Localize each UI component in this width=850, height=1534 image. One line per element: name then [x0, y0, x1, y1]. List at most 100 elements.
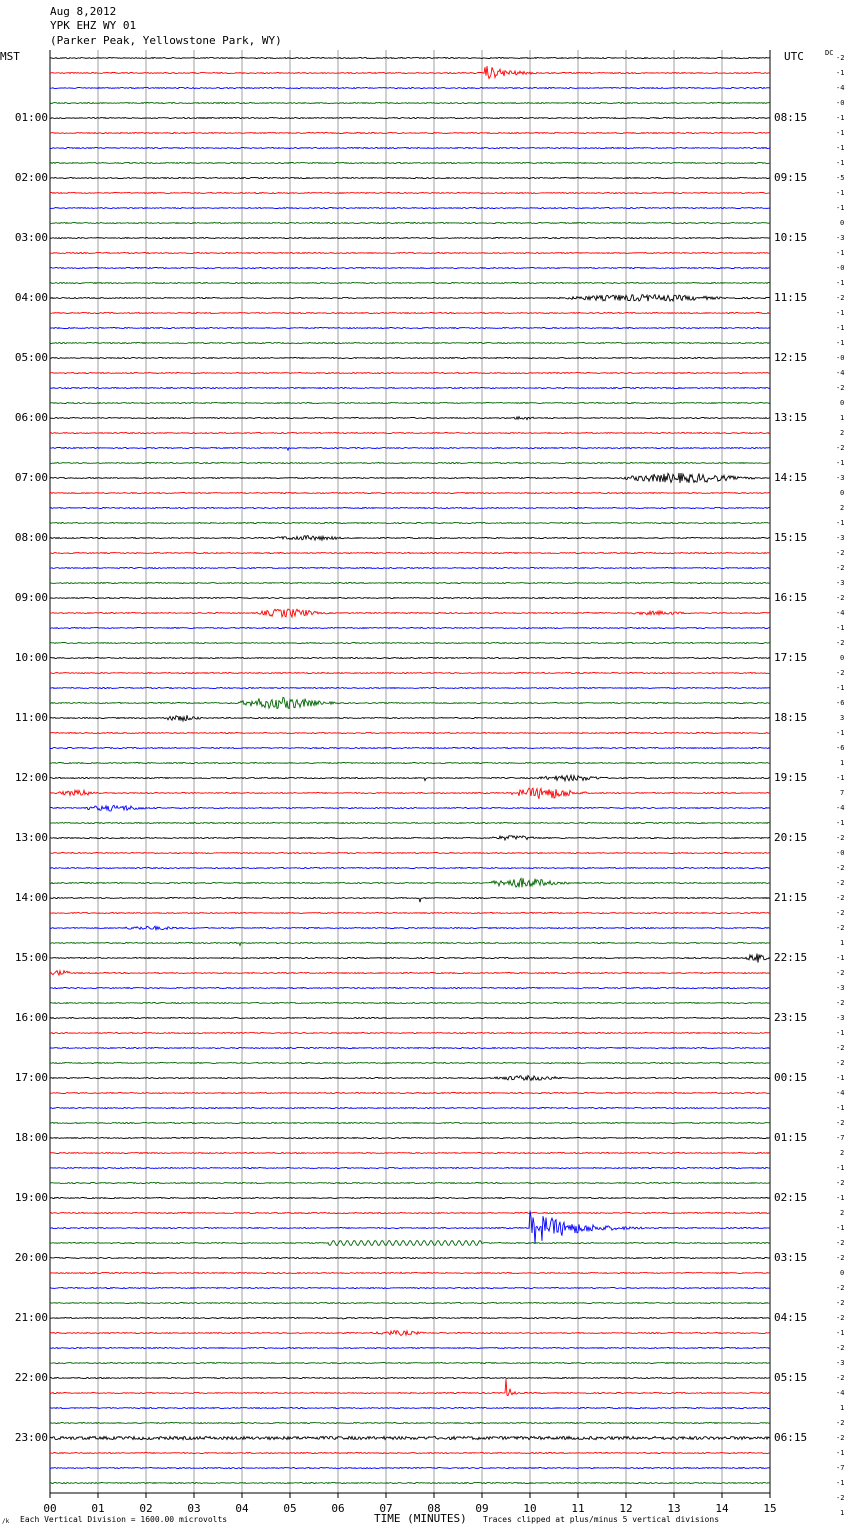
dc-offset-5: -1: [836, 129, 845, 137]
trace-69: [49, 1091, 771, 1095]
trace-67: [49, 1061, 771, 1065]
mst-label-1000: 10:00: [14, 651, 48, 664]
dc-offset-62: -3: [836, 984, 845, 992]
trace-57: [50, 911, 771, 915]
mst-label-1900: 19:00: [14, 1191, 48, 1204]
trace-25: [49, 431, 771, 435]
dc-offset-64: -3: [836, 1014, 845, 1022]
mst-label-1300: 13:00: [14, 831, 48, 844]
x-tick-label-09: 09: [475, 1502, 489, 1515]
utc-label-1515: 15:15: [774, 531, 808, 544]
dc-offset-31: -1: [836, 519, 845, 527]
utc-label-2315: 23:15: [774, 1011, 808, 1024]
trace-88: [50, 1376, 771, 1380]
trace-73: [49, 1151, 771, 1155]
dc-offset-34: -2: [836, 564, 845, 572]
dc-offset-38: -1: [836, 624, 845, 632]
trace-51: [50, 821, 771, 825]
trace-45: [49, 731, 771, 735]
dc-offset-59: 1: [840, 939, 845, 947]
trace-50: [49, 804, 771, 812]
dc-offset-78: -1: [836, 1224, 845, 1232]
trace-65: [49, 1031, 771, 1035]
dc-offset-89: -4: [836, 1389, 845, 1397]
trace-71: [49, 1121, 771, 1125]
trace-91: [49, 1421, 771, 1425]
dc-offset-49: 7: [840, 789, 845, 797]
dc-offset-74: -1: [836, 1164, 845, 1172]
trace-9: [49, 191, 771, 195]
trace-38: [49, 626, 771, 630]
trace-95: [49, 1481, 771, 1485]
mst-label-2300: 23:00: [14, 1431, 48, 1444]
mst-label-0800: 08:00: [14, 531, 48, 544]
dc-offset-53: -0: [836, 849, 845, 857]
dc-offset-35: -3: [836, 579, 845, 587]
trace-35: [49, 581, 771, 585]
trace-5: [49, 131, 771, 135]
mst-axis-title: MST: [0, 50, 20, 63]
dc-offset-48: -1: [836, 774, 845, 782]
utc-label-1715: 17:15: [774, 651, 808, 664]
x-tick-label-04: 04: [235, 1502, 249, 1515]
trace-7: [49, 161, 771, 165]
utc-label-1315: 13:15: [774, 411, 808, 424]
trace-52: [49, 834, 771, 842]
dc-offset-60: -1: [836, 954, 845, 962]
dc-offset-75: -2: [836, 1179, 845, 1187]
dc-offset-52: -2: [836, 834, 845, 842]
dc-offset-20: -0: [836, 354, 845, 362]
dc-offset-27: -1: [836, 459, 845, 467]
dc-offset-91: -2: [836, 1419, 845, 1427]
trace-0: [49, 56, 771, 60]
dc-offset-73: 2: [840, 1149, 845, 1157]
trace-74: [49, 1166, 771, 1170]
x-axis-title: TIME (MINUTES): [374, 1512, 467, 1525]
trace-3: [49, 101, 771, 105]
mst-label-1200: 12:00: [14, 771, 48, 784]
trace-94: [49, 1466, 770, 1470]
mst-label-2100: 21:00: [14, 1311, 48, 1324]
station-location: (Parker Peak, Yellowstone Park, WY): [50, 34, 282, 47]
trace-58: [49, 925, 771, 932]
trace-89: [49, 1379, 771, 1397]
trace-61: [49, 969, 771, 977]
dc-offset-61: -2: [836, 969, 845, 977]
trace-85: [49, 1329, 771, 1337]
dc-offset-36: -2: [836, 594, 845, 602]
trace-28: [49, 472, 771, 484]
dc-offset-80: -2: [836, 1254, 845, 1262]
utc-label-1015: 10:15: [774, 231, 808, 244]
mst-label-0700: 07:00: [14, 471, 48, 484]
x-tick-label-14: 14: [715, 1502, 729, 1515]
mst-label-1700: 17:00: [14, 1071, 48, 1084]
dc-offset-33: -2: [836, 549, 845, 557]
dc-offset-47: 1: [840, 759, 845, 767]
trace-20: [49, 356, 771, 360]
dc-offset-65: -1: [836, 1029, 845, 1037]
trace-62: [49, 986, 770, 990]
dc-offset-94: -7: [836, 1464, 845, 1472]
dc-offset-92: -2: [836, 1434, 845, 1442]
mst-label-0500: 05:00: [14, 351, 48, 364]
utc-label-0215: 02:15: [774, 1191, 808, 1204]
utc-label-1215: 12:15: [774, 351, 808, 364]
trace-30: [49, 506, 771, 510]
x-tick-label-15: 15: [763, 1502, 777, 1515]
trace-81: [49, 1271, 771, 1275]
dc-offset-26: -2: [836, 444, 845, 452]
mst-label-1800: 18:00: [14, 1131, 48, 1144]
utc-label-1815: 18:15: [774, 711, 808, 724]
trace-18: [49, 326, 771, 330]
trace-59: [49, 941, 771, 947]
minute-gridlines: [49, 50, 771, 1498]
trace-32: [49, 534, 771, 542]
trace-70: [49, 1106, 771, 1110]
x-tick-label-12: 12: [619, 1502, 633, 1515]
trace-90: [50, 1406, 771, 1410]
dc-offset-93: -1: [836, 1449, 845, 1457]
trace-10: [49, 206, 771, 210]
dc-offset-11: 0: [840, 219, 845, 227]
trace-53: [49, 851, 770, 855]
dc-offset-76: -1: [836, 1194, 845, 1202]
